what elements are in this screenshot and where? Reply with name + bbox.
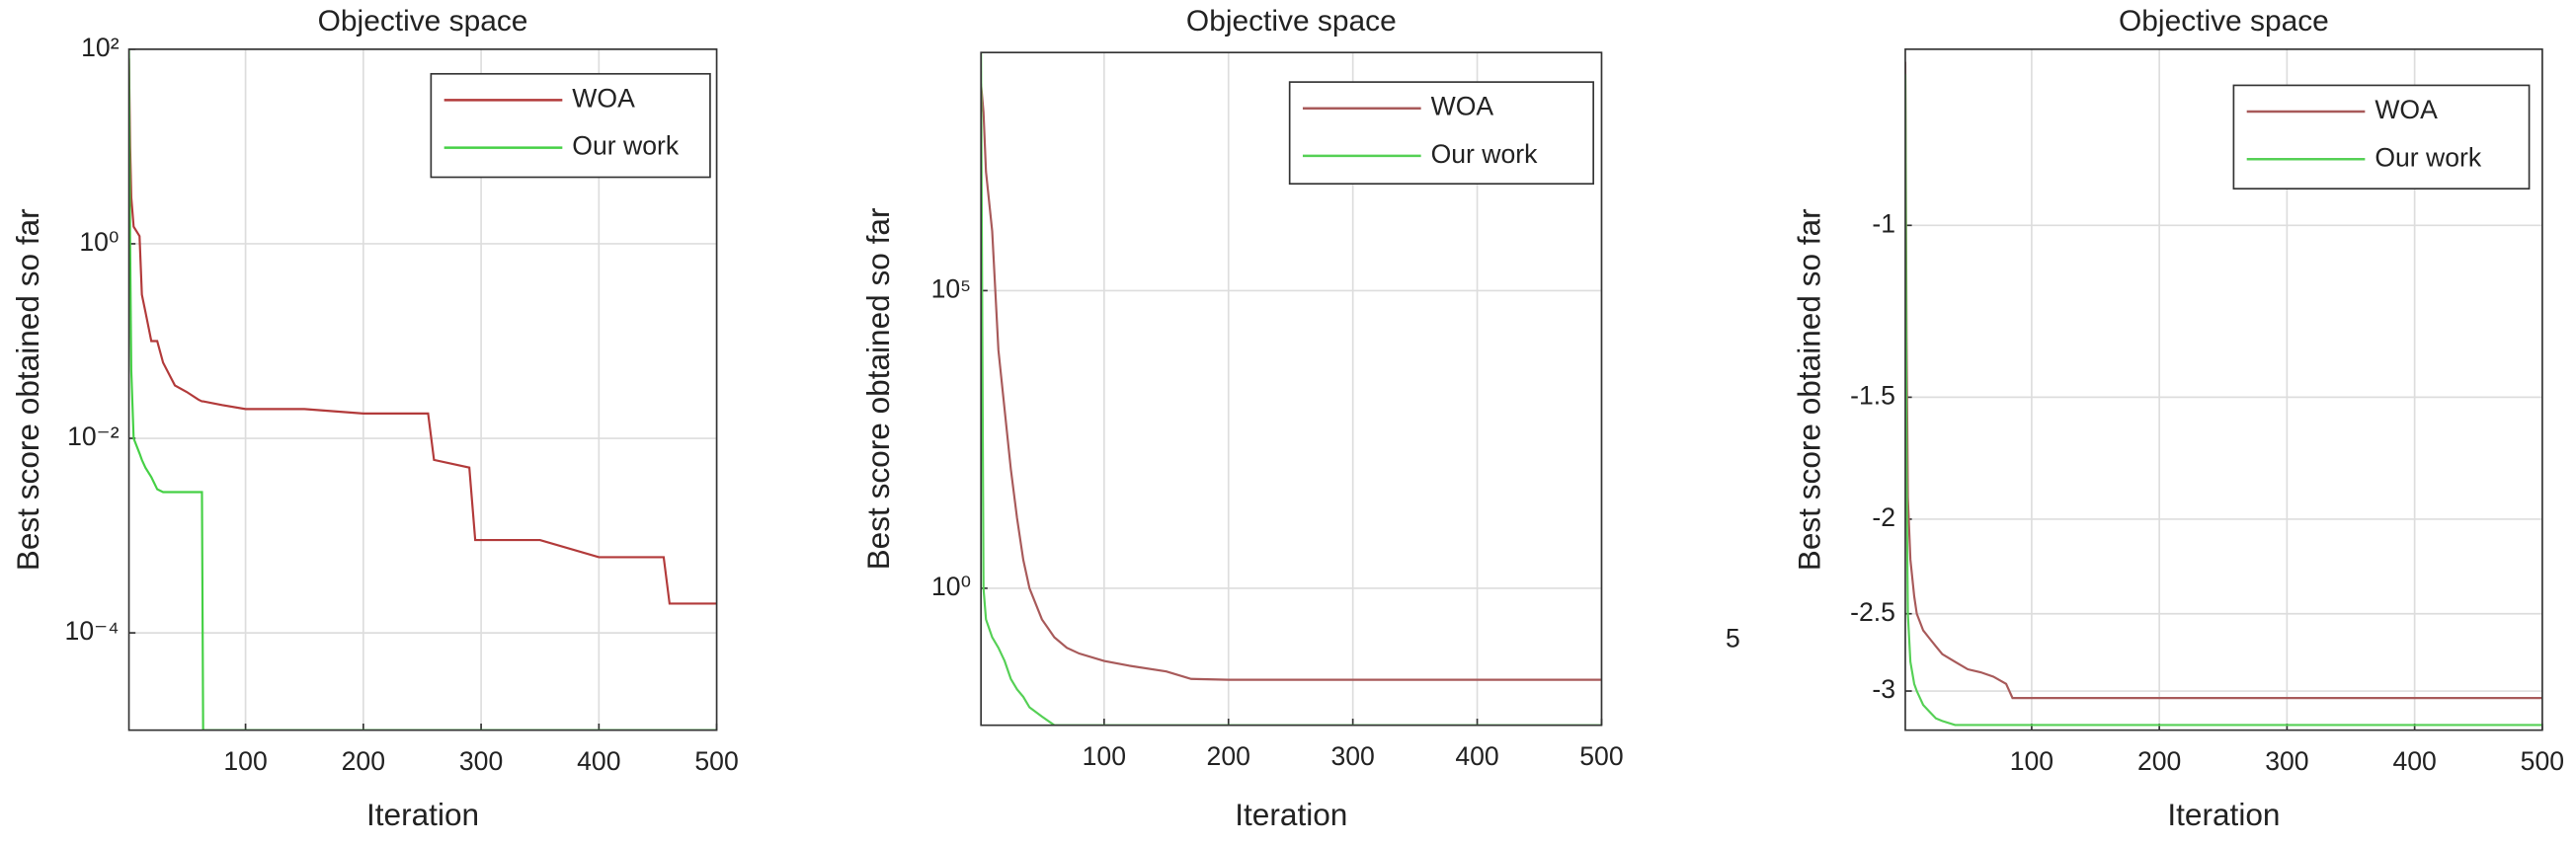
x-tick-label: 100 (1083, 741, 1126, 771)
legend: WOA Our work (430, 72, 711, 179)
y-tick-label: -2.5 (1850, 597, 1895, 627)
legend-label: WOA (2375, 95, 2438, 124)
y-axis-label: Best score obtained so far (1792, 208, 1827, 571)
y-axis-label: Best score obtained so far (10, 208, 45, 571)
plot-frame (1904, 48, 2543, 731)
legend-label: Our work (572, 131, 680, 161)
x-tick-label: 300 (459, 746, 503, 776)
x-axis-label: Iteration (366, 797, 479, 832)
x-tick-label: 300 (2265, 746, 2308, 776)
y-tick-label: -1 (1872, 208, 1895, 238)
chart: Objective space Iteration Best score obtai… (1726, 5, 2564, 832)
x-tick-label: 200 (342, 746, 385, 776)
y-tick-label: -2 (1872, 502, 1895, 532)
y-tick-label: -1.5 (1850, 380, 1895, 410)
y-tick-label: 10⁰ (931, 572, 971, 601)
series-group (981, 52, 1602, 726)
plot-frame (980, 51, 1603, 727)
legend-label: Our work (1431, 139, 1539, 169)
x-tick-label: 500 (1579, 741, 1623, 771)
x-tick-label: 100 (2010, 746, 2053, 776)
legend-label: Our work (2375, 142, 2482, 172)
legend: WOA Our work (2232, 84, 2531, 190)
legend: WOA Our work (1288, 81, 1594, 185)
chart: Objective space Iteration Best score obtai… (10, 5, 739, 832)
legend-label: WOA (572, 83, 635, 113)
x-tick-label: 400 (1455, 741, 1498, 771)
y-tick-label: -3 (1872, 674, 1895, 704)
x-axis-label: Iteration (2167, 797, 2280, 832)
y-axis-label: Best score obtained so far (860, 207, 896, 570)
x-tick-label: 400 (577, 746, 620, 776)
legend-box (2232, 84, 2531, 190)
data-line (981, 83, 1602, 681)
series-group (128, 48, 717, 730)
chart-title: Objective space (318, 5, 528, 38)
legend-label: WOA (1431, 92, 1494, 121)
data-line (1904, 74, 2542, 727)
legend-box (430, 72, 711, 179)
y-tick-label: 10⁰ (79, 227, 119, 257)
series-group (1904, 61, 2542, 727)
x-tick-label: 500 (694, 746, 738, 776)
y-tick-label: 10⁻² (67, 422, 120, 451)
x-tick-label: 100 (223, 746, 267, 776)
annotation: 5 (1726, 623, 1740, 653)
chart-title: Objective space (1186, 5, 1397, 38)
y-tick-label: 10² (81, 33, 120, 62)
x-tick-label: 200 (2137, 746, 2181, 776)
plot-frame (127, 48, 718, 731)
x-tick-label: 400 (2392, 746, 2436, 776)
y-tick-label: 10⁻⁴ (65, 616, 120, 646)
x-tick-label: 300 (1330, 741, 1374, 771)
data-line (981, 52, 1602, 726)
data-line (128, 48, 717, 730)
data-line (1904, 61, 2542, 700)
chart: Objective space Iteration Best score obtai… (860, 5, 1624, 832)
x-tick-label: 500 (2521, 746, 2564, 776)
x-axis-label: Iteration (1235, 797, 1347, 832)
data-line (128, 58, 717, 605)
legend-box (1288, 81, 1594, 185)
x-tick-label: 200 (1207, 741, 1250, 771)
chart-title: Objective space (2119, 5, 2329, 38)
y-tick-label: 10⁵ (931, 273, 972, 303)
